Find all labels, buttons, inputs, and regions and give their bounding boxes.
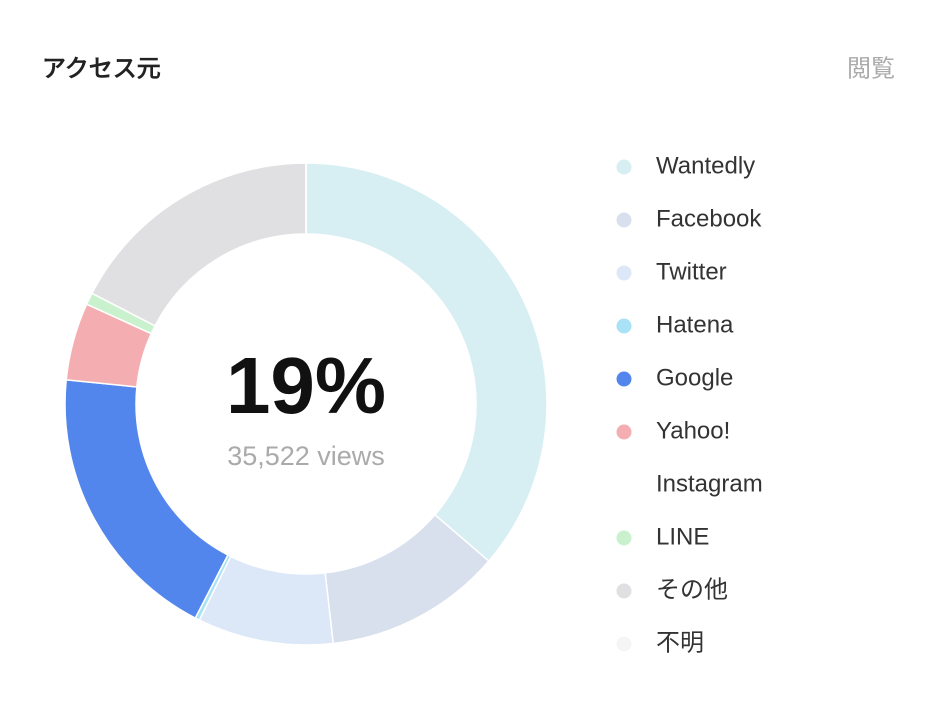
legend-label: Hatena [656,311,734,338]
center-value: 19% [226,341,386,430]
legend-label: Yahoo! [656,417,730,444]
legend-label: 不明 [656,629,704,656]
legend-swatch [616,318,632,334]
legend-label: Facebook [656,205,762,232]
legend-label: その他 [656,576,728,603]
legend-swatch [616,265,632,281]
chart-title: アクセス元 [42,55,161,82]
center-subtext: 35,522 views [227,441,385,471]
legend-swatch [616,583,632,599]
legend-label: LINE [656,523,709,550]
legend-label: Google [656,364,733,391]
legend-label: Twitter [656,258,727,285]
legend-swatch [616,477,632,493]
legend-swatch [616,636,632,652]
donut-segment [64,378,229,620]
legend-swatch [616,212,632,228]
legend-label: Wantedly [656,152,755,179]
donut-segment [90,162,307,327]
legend-swatch [616,159,632,175]
legend-swatch [616,424,632,440]
donut-segment [305,162,548,563]
legend-label: Instagram [656,470,763,497]
legend-swatch [616,530,632,546]
legend-swatch [616,371,632,387]
view-menu[interactable]: 閲覧 [847,55,895,82]
